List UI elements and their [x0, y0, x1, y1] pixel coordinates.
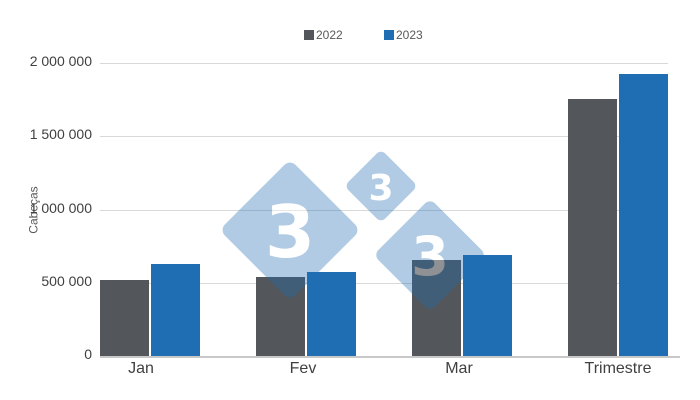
legend-swatch-2023: [384, 30, 394, 40]
bar-jan-2022: [100, 279, 149, 357]
gridline: [100, 136, 668, 137]
x-tick: Jan: [128, 360, 154, 377]
watermark-logo-icon: 3 3 3: [222, 151, 484, 309]
legend: 2022 2023: [0, 28, 700, 44]
bar-fev-2023: [307, 272, 356, 357]
x-tick: Fev: [289, 360, 317, 377]
bar-trimestre-2022: [568, 99, 617, 357]
svg-text:3: 3: [265, 190, 315, 274]
bar-fev-2022: [256, 276, 305, 357]
svg-text:3: 3: [411, 225, 449, 288]
legend-label: 2023: [396, 28, 423, 42]
x-tick: Mar: [445, 360, 473, 377]
y-tick: 2 000 000: [29, 53, 92, 69]
y-tick: 0: [84, 346, 92, 362]
bar-mar-2023: [463, 254, 512, 357]
svg-text:3: 3: [368, 168, 393, 209]
gridline: [100, 283, 668, 284]
legend-item-2023: 2023: [384, 28, 423, 42]
gridline: [100, 210, 668, 211]
y-tick: 1 000 000: [29, 200, 92, 216]
y-tick: 1 500 000: [29, 126, 92, 142]
y-tick: 500 000: [41, 273, 92, 289]
bar-jan-2023: [151, 263, 200, 357]
x-tick: Trimestre: [584, 360, 652, 377]
gridline: [100, 63, 668, 64]
bar-mar-2022: [412, 259, 461, 357]
legend-swatch-2022: [304, 30, 314, 40]
legend-label: 2022: [316, 28, 343, 42]
legend-item-2022: 2022: [304, 28, 343, 42]
bar-trimestre-2023: [619, 74, 668, 357]
x-axis-line: [100, 356, 680, 358]
